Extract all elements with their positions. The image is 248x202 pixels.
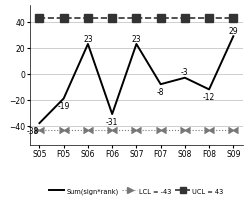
Text: -3: -3: [181, 68, 189, 77]
Text: 29: 29: [229, 27, 238, 36]
Text: -12: -12: [203, 93, 215, 102]
Text: -31: -31: [106, 118, 118, 127]
Text: -8: -8: [157, 87, 164, 96]
Text: 23: 23: [132, 35, 141, 43]
Text: 23: 23: [83, 35, 93, 43]
Text: -38: -38: [27, 126, 39, 135]
Legend: Sum(sign*rank), LCL = -43, UCL = 43: Sum(sign*rank), LCL = -43, UCL = 43: [49, 188, 223, 194]
Text: -19: -19: [58, 102, 70, 110]
